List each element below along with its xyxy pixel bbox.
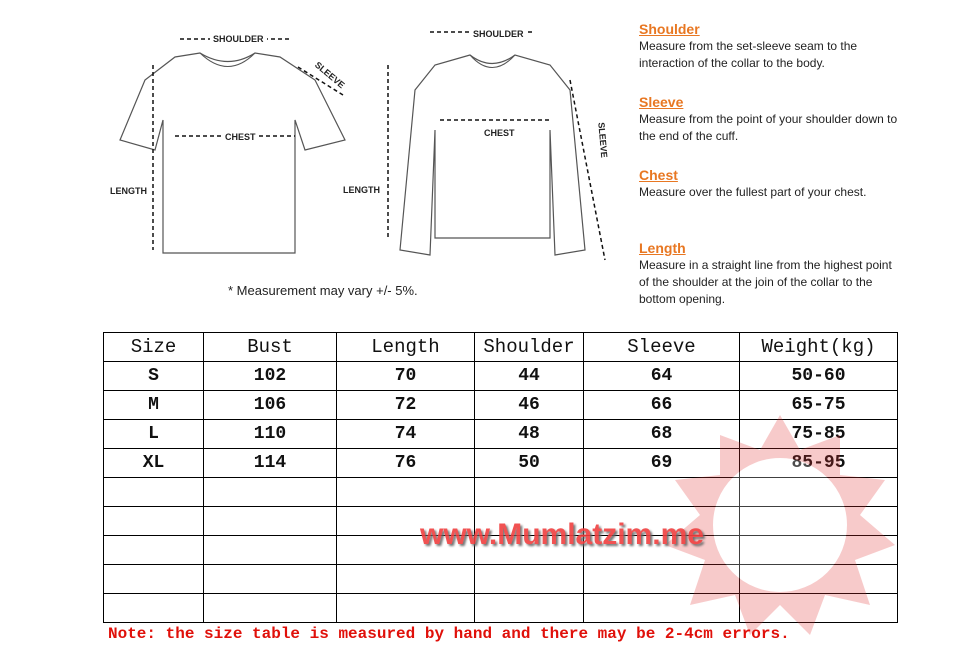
table-cell: 106 [203,390,337,420]
table-cell [103,564,204,594]
table-cell: 44 [474,361,584,391]
definition-length: Length Measure in a straight line from th… [639,240,899,308]
table-cell [739,535,898,565]
table-cell: 74 [336,419,475,449]
table-cell [739,506,898,536]
table-cell [336,477,475,507]
definition-title: Chest [639,167,678,183]
sweater-shoulder-label: SHOULDER [470,29,527,39]
tshirt-shoulder-label: SHOULDER [210,34,267,44]
table-cell [336,593,475,623]
tshirt-chest-label: CHEST [222,132,259,142]
table-cell: 72 [336,390,475,420]
table-row [103,564,898,594]
table-cell: 70 [336,361,475,391]
stamp-logo [665,415,895,635]
definition-title: Sleeve [639,94,684,110]
table-cell [739,477,898,507]
definition-title: Length [639,240,686,256]
table-cell: 64 [583,361,740,391]
table-cell: M [103,390,204,420]
table-cell: 65-75 [739,390,898,420]
watermark: www.Mumlatzim.me [420,518,704,551]
table-cell: Weight(kg) [739,332,898,362]
definition-text: Measure over the fullest part of your ch… [639,185,867,199]
sweater-diagram [387,31,606,261]
table-cell: Size [103,332,204,362]
tshirt-diagram [119,38,346,254]
table-header-row: Size Bust Length Shoulder Sleeve Weight(kg) [103,332,898,362]
table-cell [474,535,584,565]
table-cell: 85-95 [739,448,898,478]
table-cell [103,535,204,565]
table-cell [103,593,204,623]
table-row: S 102 70 44 64 50-60 [103,361,898,391]
tshirt-length-label: LENGTH [110,186,147,196]
sweater-length-label: LENGTH [343,185,380,195]
table-cell: 76 [336,448,475,478]
table-cell [103,506,204,536]
table-cell [103,477,204,507]
definition-text: Measure from the point of your shoulder … [639,112,898,143]
table-cell: 102 [203,361,337,391]
table-cell [583,593,740,623]
table-cell [336,564,475,594]
table-cell [203,535,337,565]
table-cell [739,564,898,594]
size-table: Size Bust Length Shoulder Sleeve Weight(kg) S 1… [103,332,898,623]
table-cell: 46 [474,390,584,420]
table-cell [203,593,337,623]
definition-title: Shoulder [639,21,700,37]
table-cell [203,477,337,507]
table-cell: 114 [203,448,337,478]
table-cell [583,535,740,565]
table-row [103,593,898,623]
definition-chest: Chest Measure over the fullest part of yo… [639,167,899,201]
table-cell: Sleeve [583,332,740,362]
table-cell: 75-85 [739,419,898,449]
table-cell: S [103,361,204,391]
definition-text: Measure in a straight line from the high… [639,258,892,306]
variance-note: * Measurement may vary +/- 5%. [228,283,418,298]
table-cell [739,593,898,623]
table-cell [583,506,740,536]
table-row: XL11476506985-95 [103,448,898,478]
table-cell [203,506,337,536]
table-cell: Length [336,332,475,362]
table-cell: L [103,419,204,449]
table-cell [583,477,740,507]
table-cell: 50-60 [739,361,898,391]
table-cell: 48 [474,419,584,449]
table-cell: Bust [203,332,337,362]
definition-sleeve: Sleeve Measure from the point of your sho… [639,94,899,145]
table-cell [474,477,584,507]
definition-text: Measure from the set-sleeve seam to the … [639,39,858,70]
table-cell: 69 [583,448,740,478]
definition-shoulder: Shoulder Measure from the set-sleeve seam… [639,21,899,72]
table-cell [474,564,584,594]
table-row [103,477,898,507]
table-cell [336,535,475,565]
table-cell [474,593,584,623]
table-cell: Shoulder [474,332,584,362]
table-cell [203,564,337,594]
table-cell: XL [103,448,204,478]
table-cell: 50 [474,448,584,478]
table-cell: 110 [203,419,337,449]
footer-note: Note: the size table is measured by hand… [108,625,790,643]
sweater-chest-label: CHEST [481,128,518,138]
